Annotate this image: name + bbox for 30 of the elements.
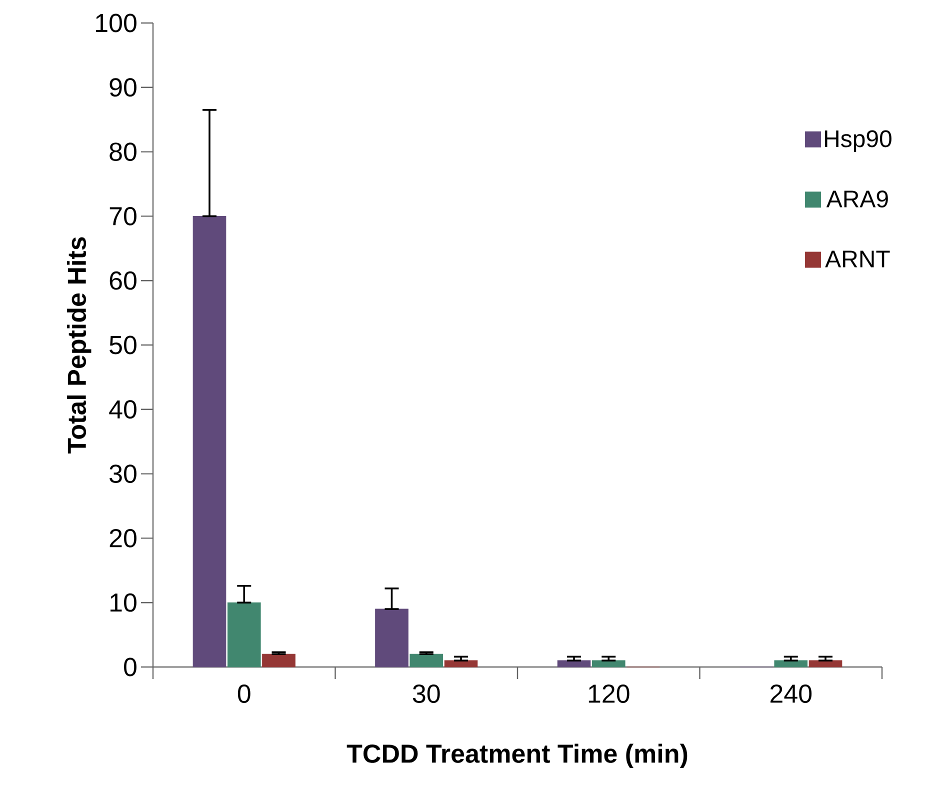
x-tick-label: 30	[412, 684, 440, 703]
y-tick-label: 40	[109, 400, 136, 419]
y-tick-label: 100	[96, 14, 136, 32]
bar	[227, 602, 261, 668]
bar	[192, 216, 226, 668]
x-tick-label: 240	[770, 684, 812, 703]
bar	[592, 660, 626, 668]
bar	[444, 660, 478, 668]
y-tick-label: 80	[110, 142, 136, 161]
y-tick-label: 60	[110, 271, 136, 290]
y-tick-label: 20	[110, 528, 136, 548]
y-tick-label: 0	[124, 658, 136, 676]
y-tick-label: 90	[110, 78, 136, 97]
y-axis-title: Total Peptide Hits	[66, 237, 92, 454]
x-tick-label: 0	[238, 684, 250, 703]
bar	[375, 608, 408, 668]
bar	[557, 660, 591, 668]
y-tick-label: 70	[110, 206, 136, 226]
legend-label: ARA9	[826, 190, 888, 208]
bar	[262, 654, 296, 668]
x-axis-title: TCDD Treatment Time (min)	[346, 744, 688, 768]
y-tick-label: 10	[110, 593, 136, 612]
y-tick-label: 30	[110, 464, 136, 483]
bar	[808, 660, 842, 668]
x-tick-label: 120	[588, 684, 630, 703]
bar	[774, 660, 808, 668]
legend-label: Hsp90	[824, 130, 892, 152]
y-tick-label: 50	[110, 336, 136, 354]
bar	[410, 654, 444, 668]
legend-label: ARNT	[825, 250, 890, 268]
